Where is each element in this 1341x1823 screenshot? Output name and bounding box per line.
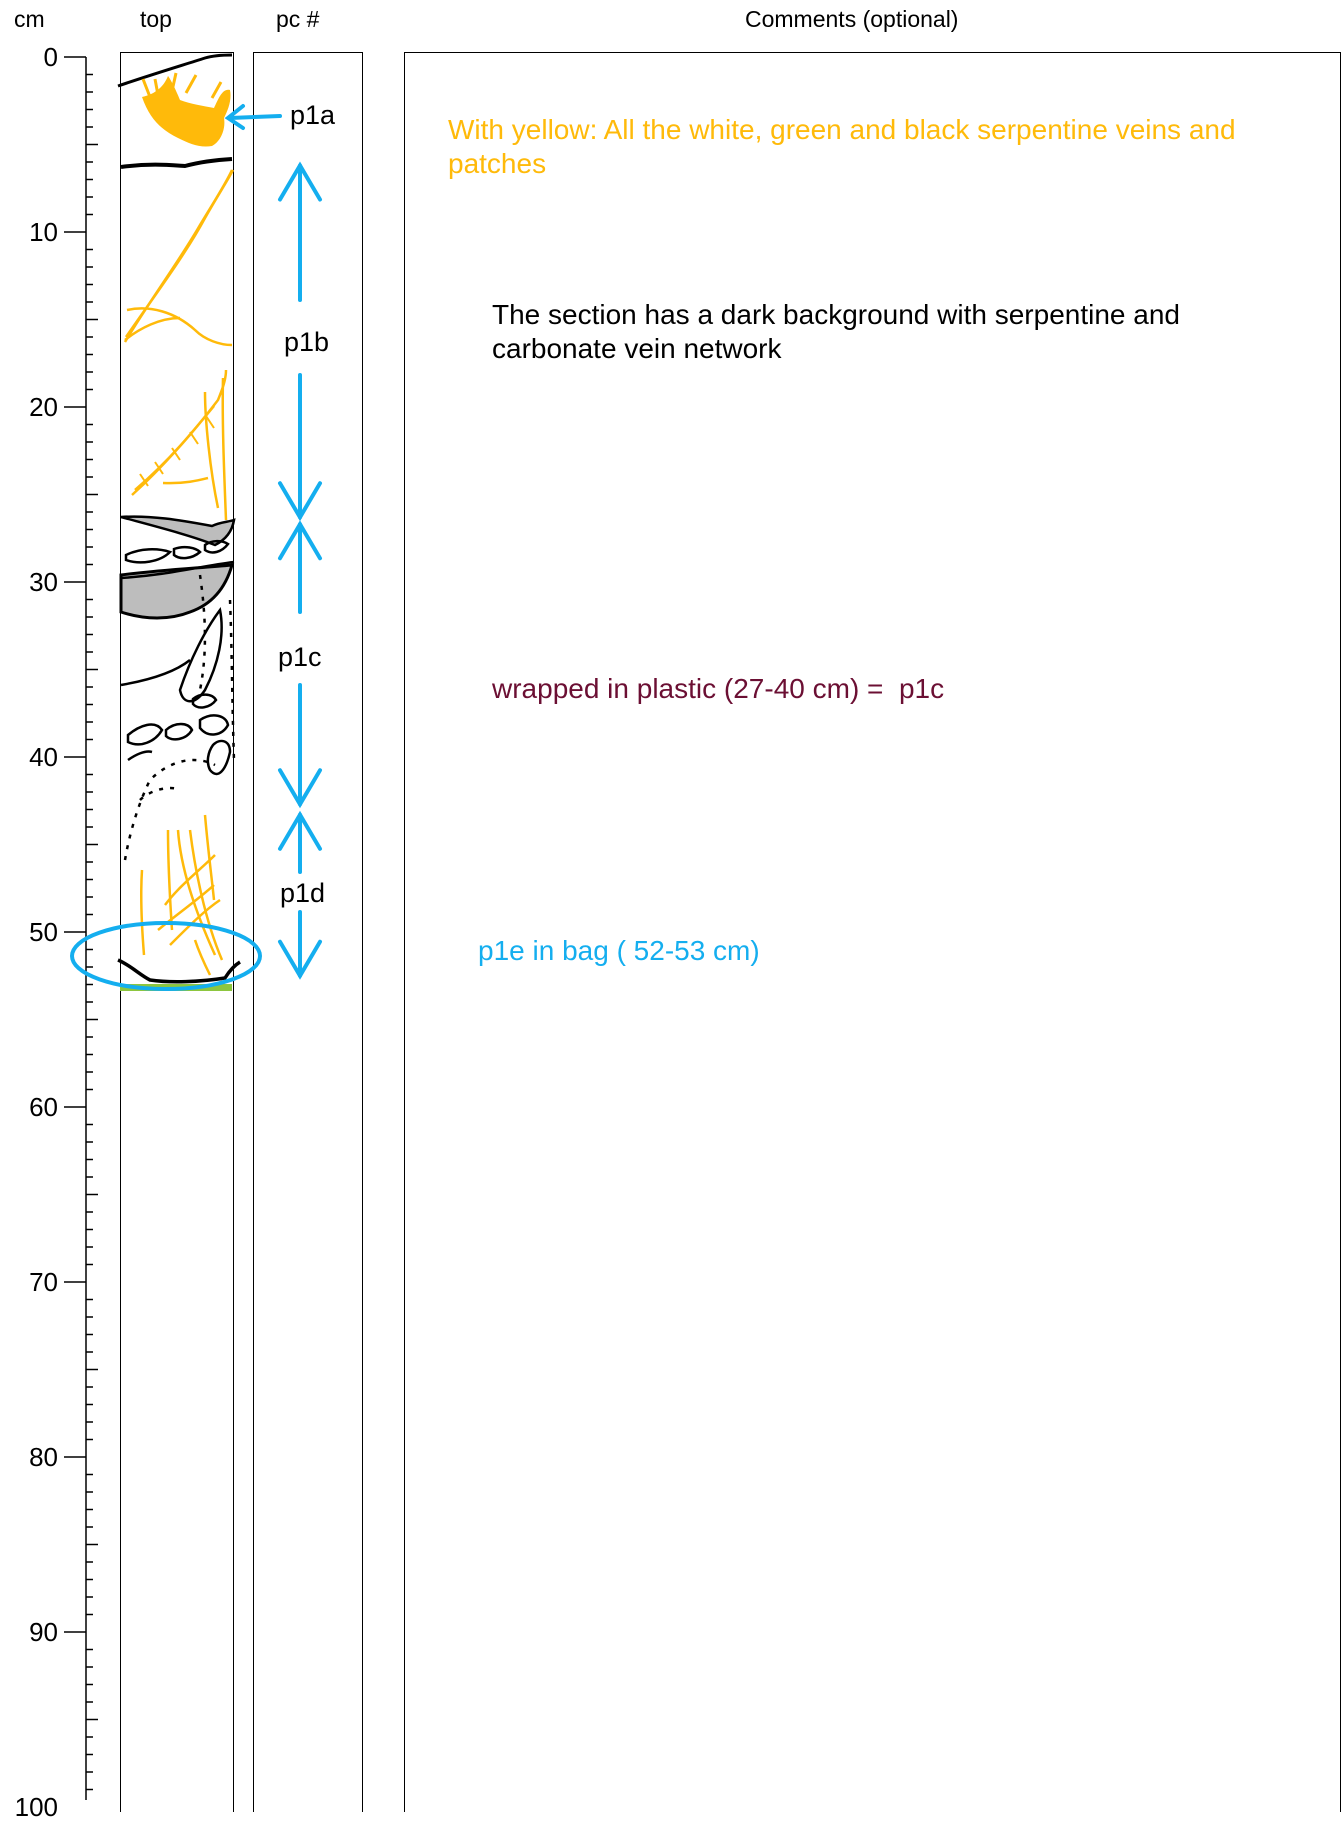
piece-label-p1c: p1c bbox=[276, 642, 324, 673]
yellow-legend-note: With yellow: All the white, green and bl… bbox=[448, 113, 1328, 181]
piece-label-p1a: p1a bbox=[288, 100, 337, 131]
piece-label-p1b: p1b bbox=[282, 327, 331, 358]
yellow-veins-p1b bbox=[125, 170, 233, 520]
section-description-note: The section has a dark background with s… bbox=[492, 298, 1292, 366]
p1a-arrow bbox=[228, 106, 280, 128]
core-bottom-line bbox=[118, 960, 240, 982]
gray-band-30cm bbox=[121, 565, 232, 618]
piece-break-6cm bbox=[121, 159, 232, 167]
piece-range-arrows bbox=[280, 166, 320, 976]
yellow-veins-p1d bbox=[141, 815, 222, 975]
p1e-bag-ellipse bbox=[72, 923, 260, 989]
piece-label-p1d: p1d bbox=[278, 878, 327, 909]
bag-note: p1e in bag ( 52-53 cm) bbox=[478, 934, 1278, 968]
plastic-wrap-note: wrapped in plastic (27-40 cm) = p1c bbox=[492, 672, 1292, 706]
